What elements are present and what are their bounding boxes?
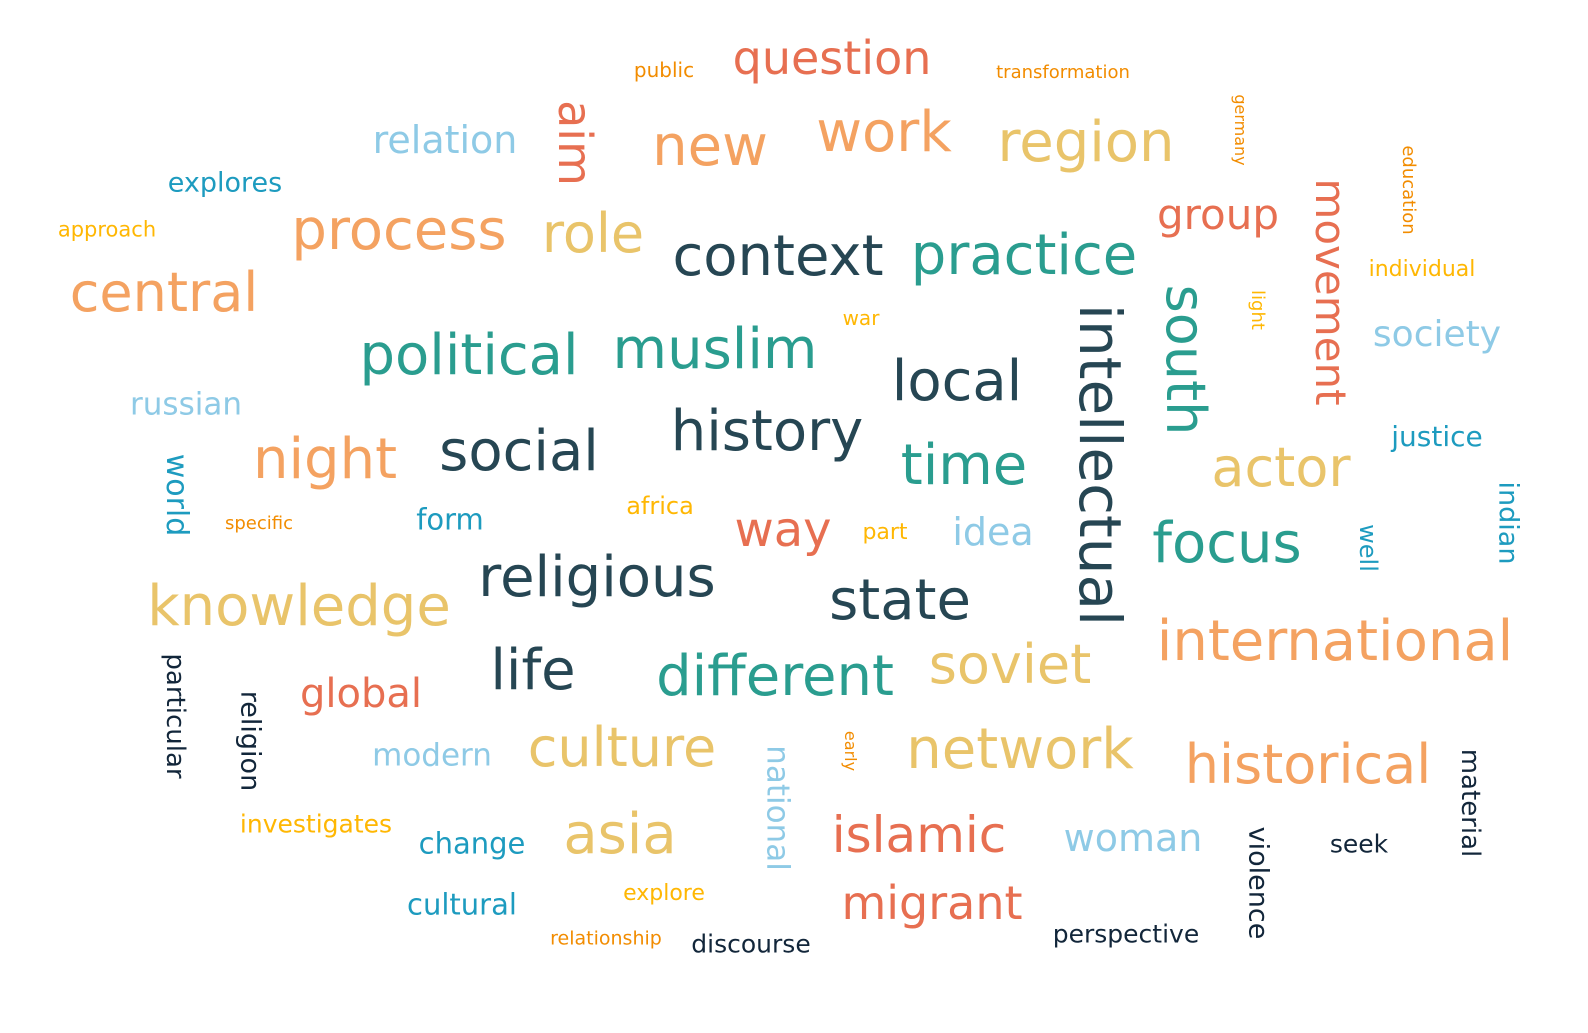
- word-south: south: [1154, 284, 1217, 436]
- word-religion: religion: [234, 690, 266, 792]
- word-role: role: [541, 202, 645, 265]
- word-war: war: [842, 306, 880, 330]
- word-soviet: soviet: [928, 633, 1092, 696]
- word-individual: individual: [1368, 257, 1476, 282]
- word-practice: practice: [910, 223, 1138, 288]
- word-form: form: [416, 502, 484, 537]
- word-context: context: [672, 224, 884, 289]
- word-new: new: [652, 114, 768, 179]
- word-perspective: perspective: [1052, 919, 1200, 949]
- word-social: social: [439, 419, 599, 484]
- word-public: public: [633, 58, 695, 82]
- word-intellectual: intellectual: [1066, 303, 1134, 627]
- word-different: different: [656, 644, 894, 709]
- word-network: network: [906, 717, 1134, 782]
- word-specific: specific: [224, 513, 294, 534]
- word-explore: explore: [623, 881, 705, 906]
- word-region: region: [997, 110, 1175, 175]
- word-early: early: [841, 730, 860, 772]
- word-question: question: [732, 31, 932, 85]
- word-education: education: [1398, 145, 1419, 235]
- word-explores: explores: [167, 167, 283, 199]
- word-national: national: [759, 745, 796, 871]
- word-state: state: [829, 568, 971, 633]
- word-international: international: [1156, 609, 1514, 674]
- word-russian: russian: [130, 386, 242, 423]
- word-culture: culture: [527, 716, 717, 779]
- word-asia: asia: [563, 802, 677, 867]
- word-light: light: [1247, 290, 1268, 330]
- word-religious: religious: [478, 545, 716, 610]
- word-investigates: investigates: [239, 809, 393, 839]
- word-discourse: discourse: [691, 929, 811, 959]
- word-focus: focus: [1152, 511, 1302, 576]
- word-global: global: [300, 671, 422, 717]
- word-actor: actor: [1211, 436, 1351, 499]
- word-cultural: cultural: [407, 887, 517, 922]
- word-knowledge: knowledge: [147, 574, 451, 639]
- word-approach: approach: [57, 217, 157, 242]
- word-relationship: relationship: [550, 927, 662, 950]
- word-history: history: [670, 399, 864, 464]
- word-islamic: islamic: [831, 806, 1007, 864]
- word-seek: seek: [1329, 829, 1389, 859]
- word-part: part: [862, 520, 908, 545]
- word-violence: violence: [1242, 826, 1274, 940]
- word-material: material: [1455, 748, 1485, 858]
- word-world: world: [159, 453, 194, 537]
- word-time: time: [900, 433, 1028, 498]
- word-indian: indian: [1492, 481, 1524, 565]
- word-relation: relation: [372, 118, 518, 162]
- word-process: process: [291, 198, 507, 263]
- word-idea: idea: [952, 510, 1034, 554]
- word-africa: africa: [626, 492, 694, 520]
- word-historical: historical: [1184, 733, 1432, 796]
- word-transformation: transformation: [996, 62, 1130, 83]
- word-particular: particular: [160, 653, 190, 779]
- word-germany: germany: [1231, 94, 1250, 166]
- word-modern: modern: [372, 737, 492, 774]
- word-way: way: [734, 502, 832, 558]
- word-migrant: migrant: [841, 876, 1023, 930]
- word-muslim: muslim: [612, 317, 818, 382]
- word-woman: woman: [1063, 816, 1203, 860]
- word-aim: aim: [548, 100, 602, 186]
- word-political: political: [359, 323, 579, 388]
- word-life: life: [490, 638, 576, 703]
- word-night: night: [252, 427, 398, 492]
- word-local: local: [891, 349, 1023, 414]
- word-society: society: [1372, 314, 1502, 355]
- word-central: central: [69, 261, 259, 324]
- word-work: work: [816, 100, 952, 165]
- word-well: well: [1354, 524, 1382, 572]
- word-justice: justice: [1391, 420, 1483, 453]
- word-change: change: [418, 826, 526, 861]
- word-group: group: [1157, 190, 1279, 239]
- word-movement: movement: [1306, 178, 1355, 406]
